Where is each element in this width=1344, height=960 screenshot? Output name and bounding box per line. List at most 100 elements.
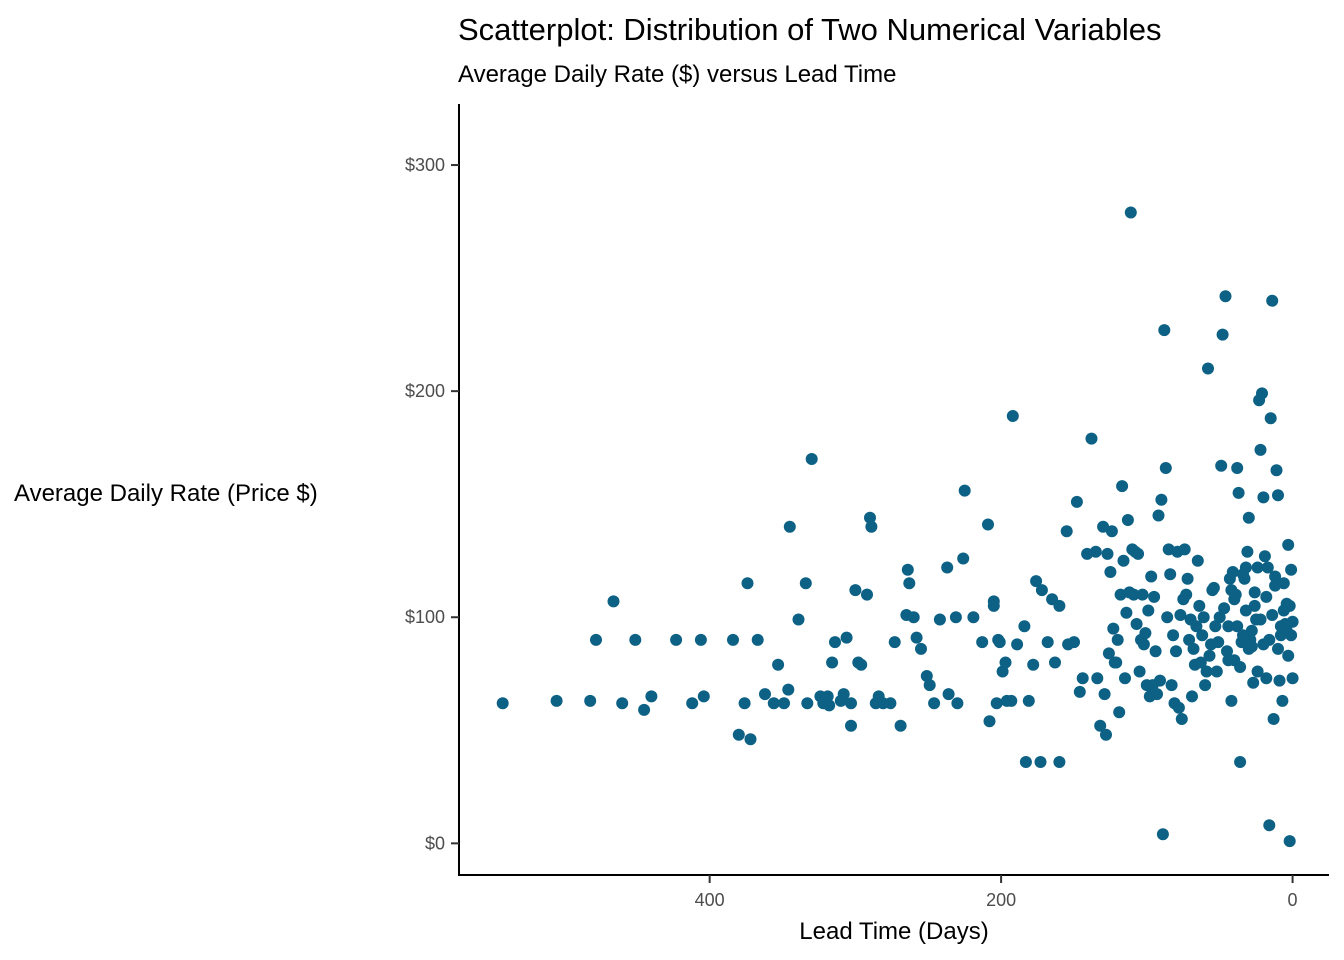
data-point [1234,756,1247,768]
data-point [1089,545,1102,558]
data-point [1251,665,1264,678]
data-point [1145,570,1158,583]
data-point [923,679,936,692]
axes-layer: $0 $100 $200 $300 400 200 0 [405,104,1329,910]
data-point [799,577,812,590]
data-point [616,697,629,710]
data-point [1285,629,1298,642]
data-point [1213,611,1226,624]
data-point [928,697,941,710]
data-point [976,636,989,649]
data-point [1194,656,1207,669]
data-point [1035,584,1048,597]
data-point [941,561,954,574]
data-point [1282,649,1295,662]
y-axis-title: Average Daily Rate (Price $) [14,480,318,507]
data-point [865,520,878,533]
data-point [907,611,920,624]
data-point [1006,410,1019,422]
data-point [1263,633,1276,646]
data-point [951,697,964,710]
data-point [727,633,739,646]
data-point [1180,588,1193,601]
data-point [1272,489,1284,502]
data-point [1124,206,1137,219]
data-point [920,670,933,682]
data-point [1156,828,1169,841]
data-point [845,697,857,710]
data-point [1165,679,1178,692]
data-point [1148,590,1161,603]
data-point [638,703,651,716]
data-point [1267,713,1280,725]
data-point [1161,611,1174,624]
data-point [1225,584,1238,597]
data-point [996,665,1009,678]
data-point [1159,462,1172,474]
data-point [1283,835,1296,848]
data-point [1218,602,1231,615]
data-point [1076,672,1089,685]
data-point [738,697,751,710]
data-point [496,697,509,710]
data-point [1245,624,1258,637]
data-point [894,719,907,732]
data-point [823,699,836,712]
data-point [1019,756,1032,768]
data-point [1120,606,1133,619]
data-point [1261,561,1274,574]
data-point [1190,620,1203,633]
data-point [670,633,683,646]
x-tick-label: 0 [1288,890,1298,910]
x-tick-label: 400 [695,890,725,910]
data-point [1098,688,1111,701]
data-point [801,697,814,710]
data-point [1137,638,1150,651]
data-point [1282,538,1295,551]
data-point [915,642,927,655]
data-point [1133,665,1146,678]
data-point [1286,615,1299,628]
chart-title: Scatterplot: Distribution of Two Numeric… [458,12,1162,47]
data-point [861,588,873,601]
data-point [550,694,563,707]
data-point [1203,649,1216,662]
data-point [1005,694,1018,707]
x-tick-label: 200 [986,890,1016,910]
data-point [744,733,757,746]
data-point [1216,328,1229,341]
y-tick-label: $0 [425,833,445,853]
data-point [1248,599,1261,612]
data-point [1108,656,1121,669]
data-point [1263,819,1276,832]
data-point [1102,647,1115,660]
data-point [845,719,857,732]
data-point [1123,586,1136,599]
data-point [1202,362,1214,375]
data-point [732,728,745,741]
data-point [1273,674,1286,687]
data-point [983,715,996,728]
data-point [901,563,914,576]
data-point [1174,609,1187,621]
data-point [694,633,707,646]
data-point [1251,561,1264,574]
data-point [1130,618,1143,630]
data-point [1264,412,1277,425]
data-point [1209,620,1222,633]
data-point [1117,554,1130,567]
data-point [1285,563,1298,576]
data-point [1170,645,1182,658]
data-point [1210,665,1223,678]
data-point [1073,685,1086,698]
data-point [1272,642,1284,655]
data-point [993,636,1006,649]
data-point [1191,554,1204,567]
data-point [1256,387,1268,400]
data-point [1011,638,1024,651]
data-point [1269,579,1282,592]
data-point [1196,629,1209,642]
data-point [884,697,897,710]
data-point [1193,599,1206,612]
data-point [1231,620,1244,633]
